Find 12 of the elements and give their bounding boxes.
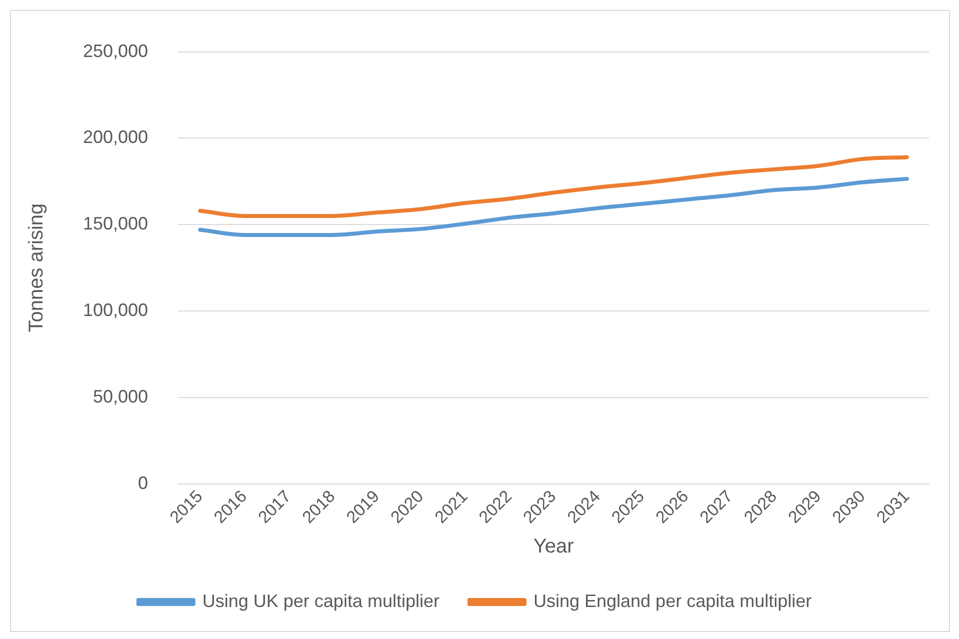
legend-label: Using England per capita multiplier: [533, 590, 812, 611]
y-tick-label: 50,000: [93, 386, 148, 406]
y-tick-label: 250,000: [82, 40, 148, 61]
y-tick-label: 0: [138, 472, 148, 493]
y-tick-label: 150,000: [82, 214, 148, 234]
y-tick-label: 200,000: [82, 127, 148, 148]
x-axis-title: Year: [533, 536, 574, 558]
y-axis-title: Tonnes arising: [26, 203, 48, 332]
line-series: [198, 176, 909, 237]
y-tick-label: 100,000: [82, 300, 148, 320]
line-series: [198, 155, 909, 218]
legend-label: Using UK per capita multiplier: [202, 590, 440, 611]
